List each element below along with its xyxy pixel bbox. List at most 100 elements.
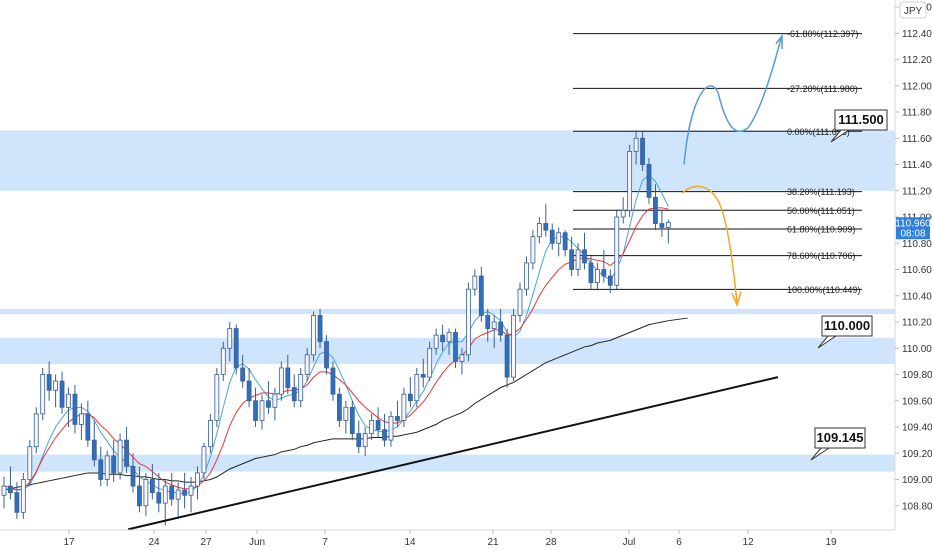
candle: [59, 371, 65, 414]
candle: [478, 266, 484, 322]
candle: [324, 335, 329, 375]
candle: [1, 476, 7, 509]
bullish-arrowhead: [775, 33, 783, 49]
zone-callout-label: 110.000: [824, 318, 870, 333]
candle: [162, 479, 168, 526]
candle: [420, 358, 426, 388]
candle: [14, 482, 20, 519]
candle: [446, 328, 452, 355]
candle: [304, 348, 310, 382]
time-axis[interactable]: 17 24 27 Jun 7 14 21 28 Jul 6 12 19: [63, 530, 837, 548]
candle: [614, 210, 620, 290]
candle: [382, 413, 387, 447]
x-tick-label: Jul: [623, 537, 636, 548]
trendline-group: [127, 376, 779, 531]
candle: [85, 400, 91, 447]
x-tick-label: 17: [63, 537, 75, 548]
zone-callout-110.000: 110.000: [817, 315, 873, 349]
candle: [143, 472, 149, 517]
candle: [98, 446, 104, 487]
candle: [259, 394, 265, 430]
candle: [620, 197, 626, 224]
candle: [427, 341, 433, 382]
y-tick-label: 112.200: [902, 55, 932, 66]
fib-label-3: 38.20%(111.193): [787, 187, 855, 197]
zone-callout-109.145: 109.145: [810, 427, 866, 461]
candle: [188, 476, 194, 513]
x-tick-label: 12: [742, 537, 754, 548]
projection-arrows: [681, 33, 783, 308]
candle: [511, 308, 516, 382]
ma-slow-extension: [668, 317, 688, 322]
candle: [440, 324, 446, 351]
last-price-value: 110.960: [895, 218, 931, 229]
candle: [214, 367, 220, 427]
candle: [130, 453, 136, 493]
candle: [569, 236, 574, 277]
candle: [575, 243, 581, 277]
fib-label-1: -27.20%(111.980): [787, 84, 858, 94]
uptrend-line: [127, 376, 779, 531]
candle: [72, 385, 78, 434]
y-tick-label: 109.400: [902, 423, 932, 434]
candle: [285, 354, 291, 395]
candle: [633, 130, 639, 165]
candlestick-series: [1, 130, 671, 526]
y-tick-label: 111.200: [902, 186, 932, 197]
candle: [595, 262, 600, 290]
y-tick-label: 110.800: [902, 239, 932, 250]
zone-callout-111.500: 111.500: [830, 109, 888, 143]
candle: [369, 413, 375, 441]
candle: [530, 230, 536, 270]
y-tick-label: 110.400: [902, 291, 932, 302]
candle: [498, 308, 504, 342]
x-tick-label: 14: [404, 537, 416, 548]
candle: [117, 433, 123, 480]
candle: [233, 324, 239, 375]
fib-label-6: 78.60%(110.706): [787, 251, 855, 261]
fib-label-5: 61.80%(110.909): [787, 224, 855, 234]
currency-label: JPY: [904, 6, 923, 17]
sr-zone-3: [0, 337, 895, 364]
candle: [227, 322, 233, 362]
candle: [272, 387, 278, 421]
zone-callouts: 111.500 110.000 109.145: [810, 109, 888, 461]
candle: [79, 403, 84, 441]
candle: [40, 367, 46, 421]
candle: [549, 223, 555, 250]
y-tick-label: 112.400: [902, 29, 932, 40]
currency-button[interactable]: JPY: [899, 1, 927, 19]
y-tick-label: 110.600: [902, 265, 932, 276]
candle: [607, 269, 613, 294]
zone-callout-label: 111.500: [838, 112, 884, 127]
candle: [20, 472, 26, 519]
candle: [240, 354, 246, 388]
candle: [465, 282, 471, 362]
candle: [601, 249, 607, 283]
candle: [66, 387, 71, 427]
fib-label-0: -61.80%(112.397): [787, 29, 858, 39]
candle: [207, 413, 213, 454]
bearish-arrowhead: [731, 291, 742, 308]
last-price-countdown: 08:08: [900, 228, 925, 239]
candle: [330, 361, 336, 401]
candle: [659, 210, 665, 237]
y-tick-label: 109.600: [902, 396, 932, 407]
candle: [414, 367, 420, 408]
candle: [491, 315, 497, 349]
candle: [137, 466, 142, 513]
candle: [375, 407, 381, 438]
candle: [362, 427, 368, 456]
x-tick-label: 28: [545, 537, 557, 548]
y-tick-label: 111.800: [902, 108, 932, 119]
candle: [8, 466, 13, 500]
x-tick-label: 19: [825, 537, 837, 548]
candle: [504, 328, 510, 388]
candle: [124, 427, 129, 473]
x-tick-label: 24: [148, 537, 160, 548]
candle: [395, 400, 400, 427]
x-tick-label: 6: [676, 537, 682, 548]
candle: [543, 203, 549, 237]
candle: [298, 367, 304, 408]
